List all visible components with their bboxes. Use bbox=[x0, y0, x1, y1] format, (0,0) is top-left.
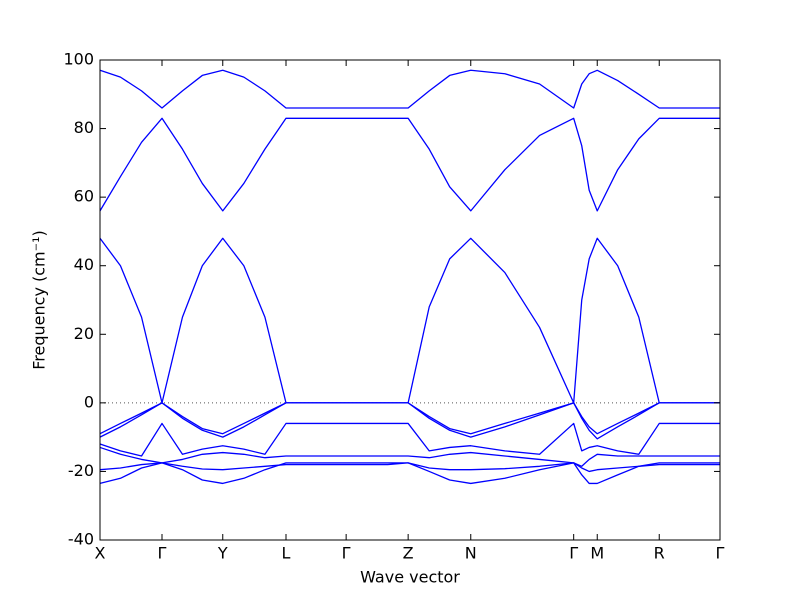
y-tick-label: -20 bbox=[68, 461, 94, 480]
x-tick-label: Γ bbox=[569, 544, 578, 563]
y-tick-label: 80 bbox=[74, 118, 94, 137]
x-tick-label: R bbox=[654, 544, 665, 563]
y-axis-label: Frequency (cm⁻¹) bbox=[30, 230, 49, 369]
band-line bbox=[99, 402, 720, 440]
band-line bbox=[99, 117, 720, 212]
band-line bbox=[99, 462, 720, 485]
y-tick-label: 20 bbox=[74, 324, 94, 343]
x-tick-label: M bbox=[590, 544, 604, 563]
axes-frame bbox=[99, 59, 721, 541]
y-tick-label: 0 bbox=[84, 392, 94, 411]
x-tick-label: L bbox=[282, 544, 291, 563]
plot-area bbox=[99, 69, 720, 485]
x-tick-label: Y bbox=[217, 544, 228, 563]
band-line bbox=[99, 446, 720, 467]
y-tick-label: -40 bbox=[68, 530, 94, 549]
band-line bbox=[99, 422, 720, 457]
y-tick-label: 40 bbox=[74, 255, 94, 274]
x-tick-label: N bbox=[465, 544, 477, 563]
x-axis-label: Wave vector bbox=[360, 568, 460, 587]
x-tick-label: Γ bbox=[716, 544, 725, 563]
x-tick-label: X bbox=[95, 544, 106, 563]
band-line bbox=[99, 69, 720, 109]
y-tick-label: 100 bbox=[63, 50, 94, 69]
x-tick-label: Γ bbox=[342, 544, 351, 563]
y-tick-label: 60 bbox=[74, 187, 94, 206]
x-tick-label: Γ bbox=[158, 544, 167, 563]
x-tick-label: Z bbox=[403, 544, 414, 563]
